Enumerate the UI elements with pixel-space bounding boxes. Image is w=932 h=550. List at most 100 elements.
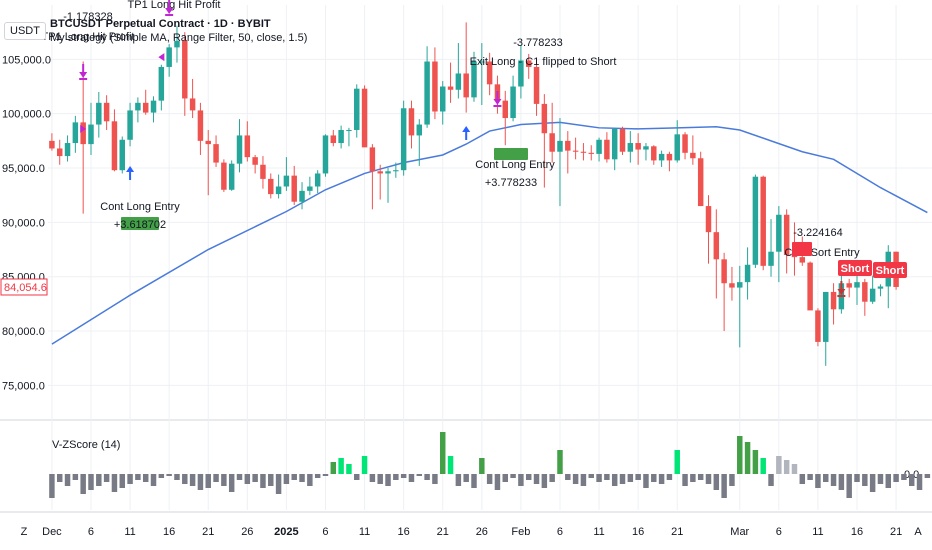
vzscore-bar [166,474,172,476]
vzscore-bar [611,474,618,486]
candle-body [393,170,399,172]
candle-body [565,140,571,151]
vzscore-bar [823,474,829,482]
y-tick-label: 100,000.0 [2,109,51,121]
vzscore-bar [502,474,509,482]
candle-body [799,257,806,263]
vzscore-bar [72,474,79,480]
candle-body [432,61,438,112]
x-tick-label: 6 [88,526,94,538]
vzscore-bar [588,474,594,478]
vzscore-bar [869,474,876,492]
vzscore-bar [96,474,102,486]
candle-body [705,206,712,233]
vzscore-bar [463,474,469,482]
candle-body [338,129,344,144]
x-tick-label: 11 [124,526,135,538]
candle-body [205,140,211,145]
annotation-text: Exit Long - C1 flipped to Short [470,56,617,68]
candle-body [228,163,235,190]
vzscore-bar [565,474,571,480]
candle-body [486,61,493,85]
candle-body [189,98,196,111]
vzscore-bar [291,474,297,480]
candle-body [658,153,665,161]
candle-body [111,121,118,171]
vzscore-bar [643,474,649,488]
candle-body [299,190,305,202]
candle-body [236,135,243,164]
x-tick-label: 11 [593,526,604,538]
tp-marker [80,124,87,133]
x-tick-label: 6 [322,526,328,538]
candle-body [182,40,188,99]
candle-body [635,143,641,150]
candle-body [150,100,157,113]
y-tick-label: 75,000.0 [2,380,45,392]
short-signal-badge [873,262,907,278]
short-signal-badge [792,242,812,256]
candle-body [471,61,477,98]
auto-scale-button[interactable]: A [914,526,922,538]
currency-badge[interactable]: USDT [4,22,46,40]
candle-body [72,122,79,144]
vzscore-bar [127,474,133,484]
candle-body [49,140,55,149]
vzscore-bar [361,456,368,474]
vzscore-panel: V-ZScore (14)0.0 [49,432,931,498]
candle-body [369,147,376,172]
vzscore-bar [799,474,806,484]
vzscore-bar [135,474,141,480]
candle-body [455,73,462,90]
grid-lines [0,5,932,513]
tp-arrow-icon [493,99,502,105]
vzscore-bar [377,474,383,484]
candle-body [807,262,813,311]
y-tick-label: 95,000.0 [2,163,45,175]
vzscore-title: V-ZScore (14) [52,439,120,451]
candle-body [377,171,383,174]
long-entry-arrow-icon [462,126,471,132]
x-tick-label: 16 [163,526,175,538]
x-tick-label: 26 [476,526,488,538]
vzscore-bar [479,458,485,474]
candle-body [268,178,274,195]
candle-body [713,232,720,260]
vzscore-bar [56,474,63,482]
vzscore-bar [80,474,86,494]
vzscore-bar [815,474,821,488]
annotation-text: +3.778233 [485,177,537,189]
vzscore-bar [604,474,610,480]
vzscore-bar [580,474,587,486]
vzscore-bar [924,474,931,478]
candle-body [619,128,626,152]
candle-body [760,176,766,266]
candle-body [439,86,446,112]
candle-body [744,264,751,283]
x-tick-label: Dec [42,526,62,538]
vzscore-bar [651,474,657,482]
vzscore-bar [510,474,516,478]
last-price-label: 84,054.6 [4,282,47,294]
vzscore-bar [150,474,157,486]
vzscore-bar [682,474,688,486]
vzscore-bar [619,474,626,484]
annotation-text: -1.178328 [63,11,113,23]
candle-body [830,291,837,310]
candle-body [729,283,735,288]
vzscore-bar [447,456,454,474]
vzscore-bar [299,474,305,482]
candle-body [510,86,516,119]
candle-body [791,254,798,258]
x-tick-label: 11 [359,526,370,538]
vzscore-bar [393,474,399,480]
candle-body [697,158,704,207]
candle-body [244,135,251,158]
candle-body [221,162,227,190]
zoom-corner-button[interactable]: Z [21,526,28,538]
candle-body [783,214,790,255]
vzscore-bar [330,462,337,474]
vzscore-bar [424,474,430,480]
vzscore-bar [846,474,852,498]
